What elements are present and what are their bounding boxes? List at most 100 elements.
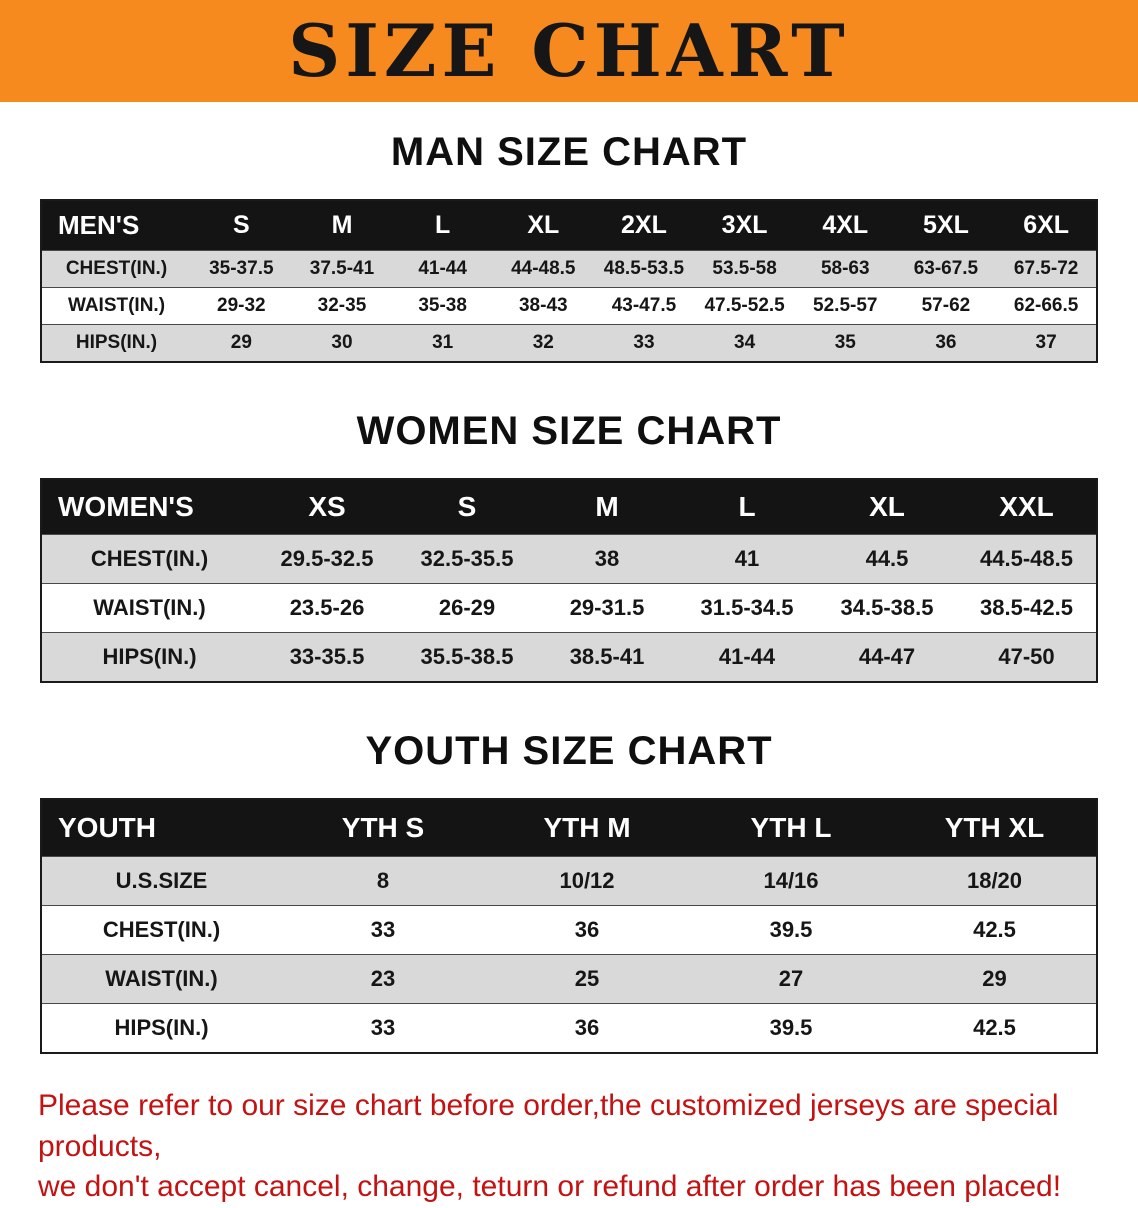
table-row: CHEST(IN.) 29.5-32.5 32.5-35.5 38 41 44.5 44.5…: [41, 534, 1097, 584]
measurement-label: CHEST(IN.): [41, 905, 281, 955]
size-column-header: XXL: [957, 479, 1097, 535]
measurement-value: 38.5-41: [537, 632, 677, 682]
women-size-section: WOMEN SIZE CHART WOMEN'S XS S M L XL XXL CHEST(…: [0, 409, 1138, 683]
size-column-header: M: [537, 479, 677, 535]
measurement-value: 52.5-57: [794, 287, 896, 325]
youth-size-section: YOUTH SIZE CHART YOUTH YTH S YTH M YTH L YTH…: [0, 729, 1138, 1054]
measurement-label: CHEST(IN.): [41, 250, 191, 288]
measurement-value: 48.5-53.5: [593, 250, 695, 288]
measurement-value: 33: [281, 905, 485, 955]
measurement-value: 36: [485, 1003, 689, 1053]
measurement-value: 32: [492, 324, 594, 362]
measurement-value: 18/20: [893, 856, 1097, 906]
size-column-header: YTH L: [689, 799, 893, 857]
measurement-label: CHEST(IN.): [41, 534, 257, 584]
measurement-value: 29.5-32.5: [257, 534, 397, 584]
measurement-label: WAIST(IN.): [41, 583, 257, 633]
table-row: WAIST(IN.) 23 25 27 29: [41, 954, 1097, 1004]
size-column-header: 6XL: [996, 200, 1097, 251]
size-column-header: YTH S: [281, 799, 485, 857]
table-row: HIPS(IN.) 33 36 39.5 42.5: [41, 1003, 1097, 1053]
measurement-value: 8: [281, 856, 485, 906]
disclaimer-line-1: Please refer to our size chart before or…: [38, 1089, 1059, 1163]
table-row: WAIST(IN.) 29-32 32-35 35-38 38-43 43-47.5 47.…: [41, 287, 1097, 325]
measurement-value: 57-62: [895, 287, 997, 325]
youth-section-heading: YOUTH SIZE CHART: [365, 729, 773, 773]
women-size-table: WOMEN'S XS S M L XL XXL CHEST(IN.) 29.5-32.5 32.5…: [40, 478, 1098, 683]
measurement-value: 10/12: [485, 856, 689, 906]
measurement-value: 27: [689, 954, 893, 1004]
measurement-value: 38-43: [492, 287, 594, 325]
measurement-value: 31.5-34.5: [677, 583, 817, 633]
table-row: CHEST(IN.) 33 36 39.5 42.5: [41, 905, 1097, 955]
measurement-value: 62-66.5: [996, 287, 1097, 325]
men-size-section: MAN SIZE CHART MEN'S S M L XL 2XL 3XL 4XL 5XL 6XL…: [0, 130, 1138, 363]
measurement-value: 26-29: [397, 583, 537, 633]
table-corner-label: MEN'S: [41, 200, 191, 251]
table-corner-label: WOMEN'S: [41, 479, 257, 535]
measurement-value: 32.5-35.5: [397, 534, 537, 584]
table-header-row: YOUTH YTH S YTH M YTH L YTH XL: [41, 799, 1097, 857]
measurement-value: 39.5: [689, 905, 893, 955]
measurement-value: 29: [191, 324, 292, 362]
measurement-label: U.S.SIZE: [41, 856, 281, 906]
measurement-value: 29-32: [191, 287, 292, 325]
men-section-heading: MAN SIZE CHART: [390, 130, 748, 174]
measurement-value: 63-67.5: [895, 250, 997, 288]
measurement-value: 32-35: [291, 287, 393, 325]
measurement-value: 44.5: [817, 534, 957, 584]
measurement-value: 41: [677, 534, 817, 584]
table-header-row: MEN'S S M L XL 2XL 3XL 4XL 5XL 6XL: [41, 200, 1097, 251]
disclaimer-line-2: we don't accept cancel, change, teturn o…: [38, 1170, 1062, 1203]
banner-title: SIZE CHART: [288, 8, 850, 93]
measurement-value: 44-47: [817, 632, 957, 682]
measurement-value: 35-38: [392, 287, 493, 325]
measurement-value: 33: [281, 1003, 485, 1053]
size-column-header: L: [677, 479, 817, 535]
measurement-label: HIPS(IN.): [41, 632, 257, 682]
measurement-value: 35.5-38.5: [397, 632, 537, 682]
size-column-header: S: [191, 200, 292, 251]
measurement-value: 47.5-52.5: [694, 287, 795, 325]
size-chart-banner: SIZE CHART: [0, 0, 1138, 102]
measurement-value: 39.5: [689, 1003, 893, 1053]
measurement-value: 23.5-26: [257, 583, 397, 633]
measurement-value: 44.5-48.5: [957, 534, 1097, 584]
table-header-row: WOMEN'S XS S M L XL XXL: [41, 479, 1097, 535]
measurement-value: 44-48.5: [492, 250, 594, 288]
size-column-header: 3XL: [694, 200, 795, 251]
measurement-label: HIPS(IN.): [41, 1003, 281, 1053]
size-column-header: YTH XL: [893, 799, 1097, 857]
size-column-header: L: [392, 200, 493, 251]
measurement-value: 23: [281, 954, 485, 1004]
measurement-value: 42.5: [893, 905, 1097, 955]
table-corner-label: YOUTH: [41, 799, 281, 857]
measurement-value: 36: [485, 905, 689, 955]
measurement-label: WAIST(IN.): [41, 954, 281, 1004]
size-column-header: M: [291, 200, 393, 251]
measurement-value: 33: [593, 324, 695, 362]
measurement-value: 34: [694, 324, 795, 362]
measurement-value: 29-31.5: [537, 583, 677, 633]
measurement-value: 37.5-41: [291, 250, 393, 288]
measurement-value: 35-37.5: [191, 250, 292, 288]
measurement-value: 29: [893, 954, 1097, 1004]
measurement-value: 67.5-72: [996, 250, 1097, 288]
size-column-header: XL: [817, 479, 957, 535]
measurement-value: 31: [392, 324, 493, 362]
measurement-value: 30: [291, 324, 393, 362]
men-size-table: MEN'S S M L XL 2XL 3XL 4XL 5XL 6XL CHEST(IN.) 35-37…: [40, 199, 1098, 363]
measurement-value: 47-50: [957, 632, 1097, 682]
measurement-value: 53.5-58: [694, 250, 795, 288]
youth-size-table: YOUTH YTH S YTH M YTH L YTH XL U.S.SIZE 8 10/12…: [40, 798, 1098, 1054]
measurement-value: 41-44: [677, 632, 817, 682]
women-section-heading: WOMEN SIZE CHART: [356, 409, 782, 453]
table-row: CHEST(IN.) 35-37.5 37.5-41 41-44 44-48.5 48.5…: [41, 250, 1097, 288]
measurement-value: 43-47.5: [593, 287, 695, 325]
measurement-value: 38: [537, 534, 677, 584]
size-column-header: XL: [492, 200, 594, 251]
table-row: HIPS(IN.) 33-35.5 35.5-38.5 38.5-41 41-44 44-…: [41, 632, 1097, 682]
measurement-value: 37: [996, 324, 1097, 362]
measurement-value: 38.5-42.5: [957, 583, 1097, 633]
measurement-value: 35: [794, 324, 896, 362]
